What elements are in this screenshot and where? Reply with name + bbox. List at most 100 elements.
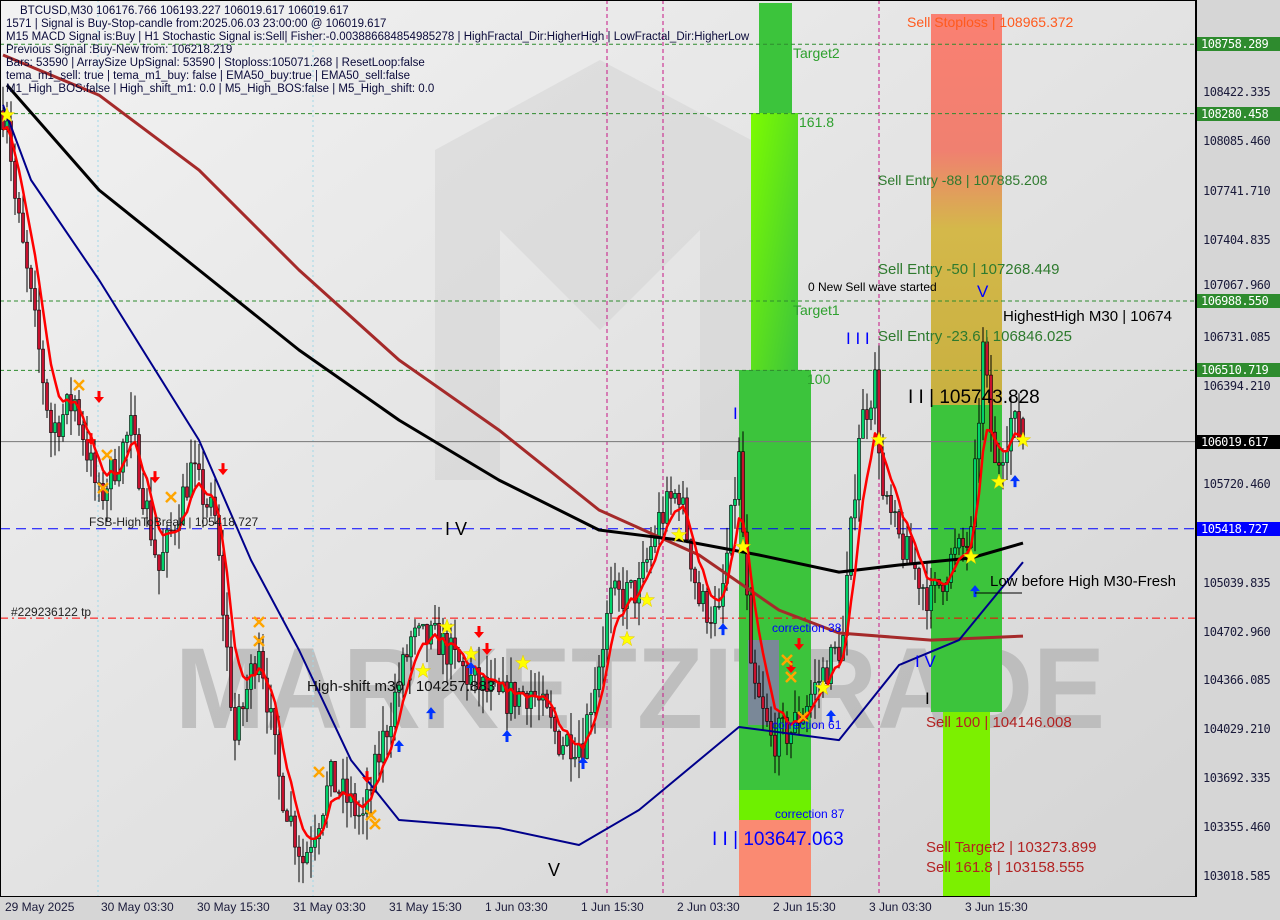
candle: [905, 536, 909, 560]
sell-arrow-icon: [786, 661, 796, 674]
candle: [429, 624, 433, 645]
ema-navy-line: [2, 104, 1024, 846]
candle: [277, 734, 281, 777]
candle: [329, 761, 333, 787]
candle: [61, 414, 65, 437]
candle: [385, 730, 389, 738]
candle: [565, 734, 569, 746]
candle: [641, 561, 645, 579]
wave-v-top-label: V: [977, 282, 989, 301]
candle: [669, 491, 673, 499]
buy-arrow-icon: [826, 710, 836, 723]
candle: [981, 341, 985, 424]
candle: [29, 267, 33, 289]
candle: [789, 732, 793, 744]
sell-arrow-icon: [794, 638, 804, 651]
candle: [257, 651, 261, 675]
candle: [377, 753, 381, 763]
star-marker-icon: [618, 630, 636, 647]
wave-i-label: I: [733, 404, 738, 423]
candle: [765, 708, 769, 722]
star-marker-icon: [438, 618, 456, 635]
cross-marker-icon: [313, 766, 325, 778]
candle: [833, 646, 837, 649]
plot-border: [0, 0, 1196, 897]
candle: [729, 505, 733, 554]
candle: [105, 488, 109, 501]
star-marker-icon: [990, 473, 1008, 490]
candle: [621, 588, 625, 609]
candle: [697, 582, 701, 605]
price-tick-label: 108085.460: [1203, 133, 1271, 148]
candle: [245, 689, 249, 710]
candle: [261, 651, 265, 679]
candle: [549, 706, 553, 718]
candle: [557, 730, 561, 755]
info-line: 1571 | Signal is Buy-Stop-candle from:20…: [6, 18, 387, 30]
price-tick-label: 106394.210: [1203, 379, 1271, 394]
candle: [829, 646, 833, 684]
price-chart[interactable]: MARKETZITRADE Sell Stoploss | 108965.372…: [0, 0, 1196, 897]
candle: [413, 627, 417, 638]
time-tick-label: 31 May 03:30: [293, 900, 366, 914]
sell-1618-label: Sell 161.8 | 103158.555: [926, 859, 1084, 876]
candle: [873, 369, 877, 409]
candle: [49, 409, 53, 433]
candle: [629, 580, 633, 583]
candle: [857, 438, 861, 501]
sell-entry-50-label: Sell Entry -50 | 107268.449: [878, 261, 1060, 278]
candle: [509, 682, 513, 714]
candle: [929, 585, 933, 611]
time-tick-label: 30 May 15:30: [197, 900, 270, 914]
time-tick-label: 2 Jun 03:30: [677, 900, 740, 914]
symbol-ohlc: BTCUSD,M30 106176.766 106193.227 106019.…: [20, 5, 349, 17]
candle: [297, 846, 301, 857]
candle: [529, 690, 533, 709]
signal-markers: [0, 106, 1032, 830]
candle: [865, 409, 869, 420]
candle: [657, 512, 661, 539]
candle: [353, 793, 357, 817]
sell-arrow-icon: [474, 626, 484, 639]
candle: [465, 665, 469, 685]
target1-label: Target1: [793, 302, 840, 318]
candle: [225, 614, 229, 648]
tema-red-line: [2, 125, 1024, 841]
time-tick-label: 1 Jun 15:30: [581, 900, 644, 914]
chart-annotations: Sell Stoploss | 108965.372 Target2 161.8…: [11, 14, 1176, 880]
candle: [293, 815, 297, 848]
candle: [25, 241, 29, 269]
candle: [333, 761, 337, 793]
price-level-badge: 108758.289: [1197, 37, 1280, 52]
candle: [461, 661, 465, 667]
candle: [21, 212, 25, 243]
candle: [713, 606, 717, 624]
candle: [401, 654, 405, 686]
candle: [893, 511, 897, 514]
candle: [649, 546, 653, 561]
buy-arrow-icon: [970, 585, 980, 598]
candle: [569, 734, 573, 760]
cross-marker-icon: [797, 711, 809, 723]
buy-arrow-icon: [1010, 475, 1020, 488]
candle: [421, 623, 425, 627]
candle: [93, 452, 97, 484]
candle: [165, 529, 169, 553]
candle: [449, 637, 453, 665]
candle: [1009, 417, 1013, 452]
candle: [129, 415, 133, 436]
candle: [653, 538, 657, 547]
candle: [605, 613, 609, 650]
tp-order-label: #229236122 tp: [11, 605, 91, 619]
candle: [37, 309, 41, 350]
high-shift-label: High-shift m30 | 104257.883: [307, 678, 495, 695]
sell-arrow-icon: [218, 463, 228, 476]
candle: [709, 622, 713, 624]
sell-entry-88-label: Sell Entry -88 | 107885.208: [878, 172, 1048, 188]
candle: [837, 646, 841, 661]
candle: [89, 452, 93, 461]
candle: [917, 568, 921, 589]
buy-stoploss-zone: [739, 820, 811, 896]
candle: [133, 415, 137, 435]
candle: [733, 499, 737, 506]
